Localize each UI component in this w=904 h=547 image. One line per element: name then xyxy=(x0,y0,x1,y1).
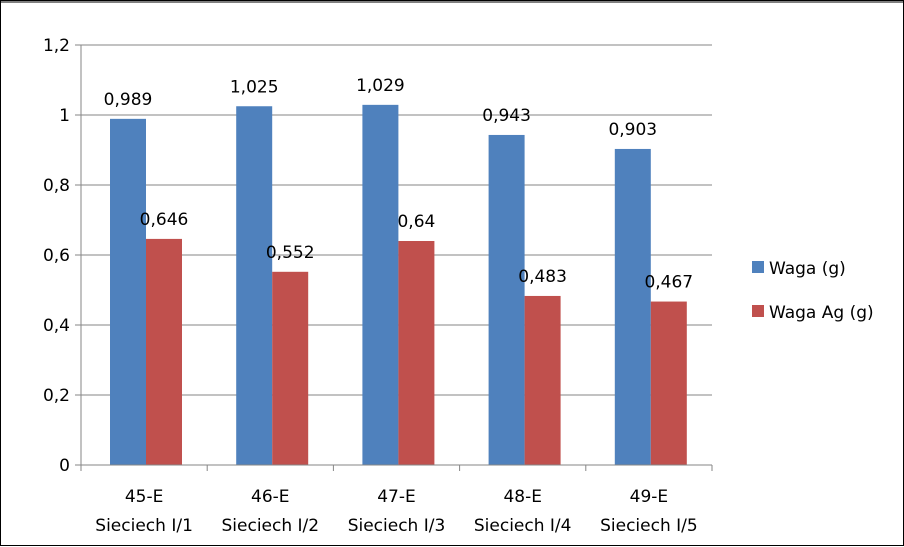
bar xyxy=(614,148,651,465)
bar xyxy=(236,106,273,465)
legend-label: Waga Ag (g) xyxy=(769,303,874,323)
y-tick-label: 0,8 xyxy=(43,176,70,196)
x-category-label: 48-E xyxy=(503,487,542,507)
data-label: 0,903 xyxy=(608,120,657,140)
axes: 0 0,2 0,4 0,6 0,8 1 1,2 45-E Sieciech I/1 46-E Sie… xyxy=(43,36,713,536)
data-label: 0,552 xyxy=(266,243,315,263)
data-label: 0,64 xyxy=(397,212,435,232)
y-tick-label: 0 xyxy=(59,456,70,476)
data-label: 0,989 xyxy=(104,90,153,110)
data-label: 0,646 xyxy=(140,210,189,230)
data-label: 0,483 xyxy=(518,267,567,287)
y-tick-label: 1 xyxy=(59,106,70,126)
y-tick-label: 0,2 xyxy=(43,386,70,406)
x-category-label: Sieciech I/1 xyxy=(95,516,193,536)
y-tick-label: 0,4 xyxy=(43,316,70,336)
bar xyxy=(524,295,561,465)
data-label: 1,029 xyxy=(356,76,405,96)
x-category-label: 46-E xyxy=(251,487,290,507)
data-label: 0,943 xyxy=(482,106,531,126)
y-tick-label: 1,2 xyxy=(43,36,70,56)
x-category-label: Sieciech I/5 xyxy=(600,516,698,536)
bars xyxy=(110,104,687,465)
bar xyxy=(362,104,399,465)
bar xyxy=(488,134,525,465)
x-category-label: 49-E xyxy=(630,487,669,507)
x-category-label: Sieciech I/2 xyxy=(222,516,320,536)
legend-label: Waga (g) xyxy=(769,259,846,279)
x-category-label: Sieciech I/4 xyxy=(474,516,572,536)
bar xyxy=(650,301,687,465)
bar xyxy=(146,238,182,465)
legend: Waga (g) Waga Ag (g) xyxy=(752,259,874,323)
bar xyxy=(272,271,309,465)
data-label: 1,025 xyxy=(230,77,279,97)
data-label: 0,467 xyxy=(644,273,693,293)
data-labels: 0,989 0,646 1,025 0,552 1,029 0,64 0,943 0,483 0… xyxy=(104,76,693,293)
x-category-label: Sieciech I/3 xyxy=(348,516,446,536)
y-tick-label: 0,6 xyxy=(43,246,70,266)
x-category-label: 47-E xyxy=(377,487,416,507)
bar xyxy=(398,241,435,465)
x-category-label: 45-E xyxy=(125,487,164,507)
legend-swatch xyxy=(752,305,764,317)
legend-swatch xyxy=(752,261,764,273)
bar xyxy=(110,118,146,465)
